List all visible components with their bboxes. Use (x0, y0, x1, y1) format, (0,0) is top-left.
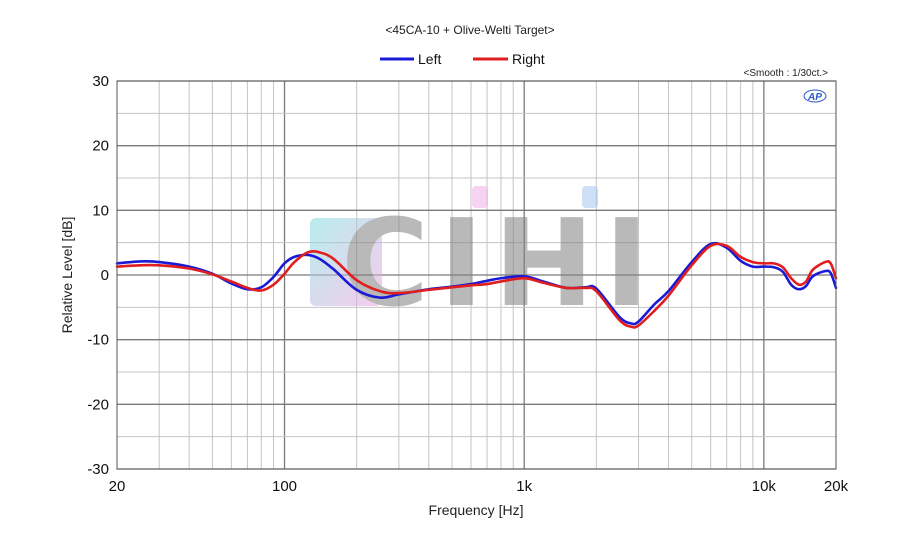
ap-logo: AP (807, 92, 822, 103)
y-axis-label: Relative Level [dB] (59, 217, 75, 334)
y-tick-label: -20 (87, 396, 109, 413)
legend-label-left: Left (418, 51, 441, 67)
smoothing-label: <Smooth : 1/30ct.> (744, 68, 829, 79)
y-axis-ticks: 30 20 10 0 -10 -20 -30 (87, 73, 109, 478)
x-tick-label: 100 (272, 478, 297, 495)
watermark: CIHI (310, 186, 659, 334)
watermark-dot-right (582, 186, 598, 208)
y-tick-label: -30 (87, 461, 109, 478)
y-tick-label: 30 (92, 73, 109, 90)
x-axis-label: Frequency [Hz] (429, 502, 524, 518)
x-tick-label: 10k (752, 478, 777, 495)
y-tick-label: 20 (92, 138, 109, 155)
x-tick-label: 20 (109, 478, 126, 495)
y-tick-label: 0 (101, 267, 109, 284)
legend: Left Right (380, 51, 545, 67)
legend-label-right: Right (512, 51, 545, 67)
y-tick-label: -10 (87, 332, 109, 349)
watermark-dot-left (472, 186, 488, 208)
plot-border (116, 80, 837, 470)
series-layer (115, 241, 838, 329)
chart-title: <45CA-10 + Olive-Welti Target> (385, 23, 554, 37)
x-tick-label: 20k (824, 478, 849, 495)
x-axis-ticks: 20 100 1k 10k 20k (109, 478, 849, 495)
y-tick-label: 10 (92, 202, 109, 219)
ap-logo-ring (803, 89, 827, 103)
x-tick-label: 1k (516, 478, 532, 495)
watermark-text: CIHI (341, 195, 659, 334)
series-line-right (115, 242, 838, 329)
